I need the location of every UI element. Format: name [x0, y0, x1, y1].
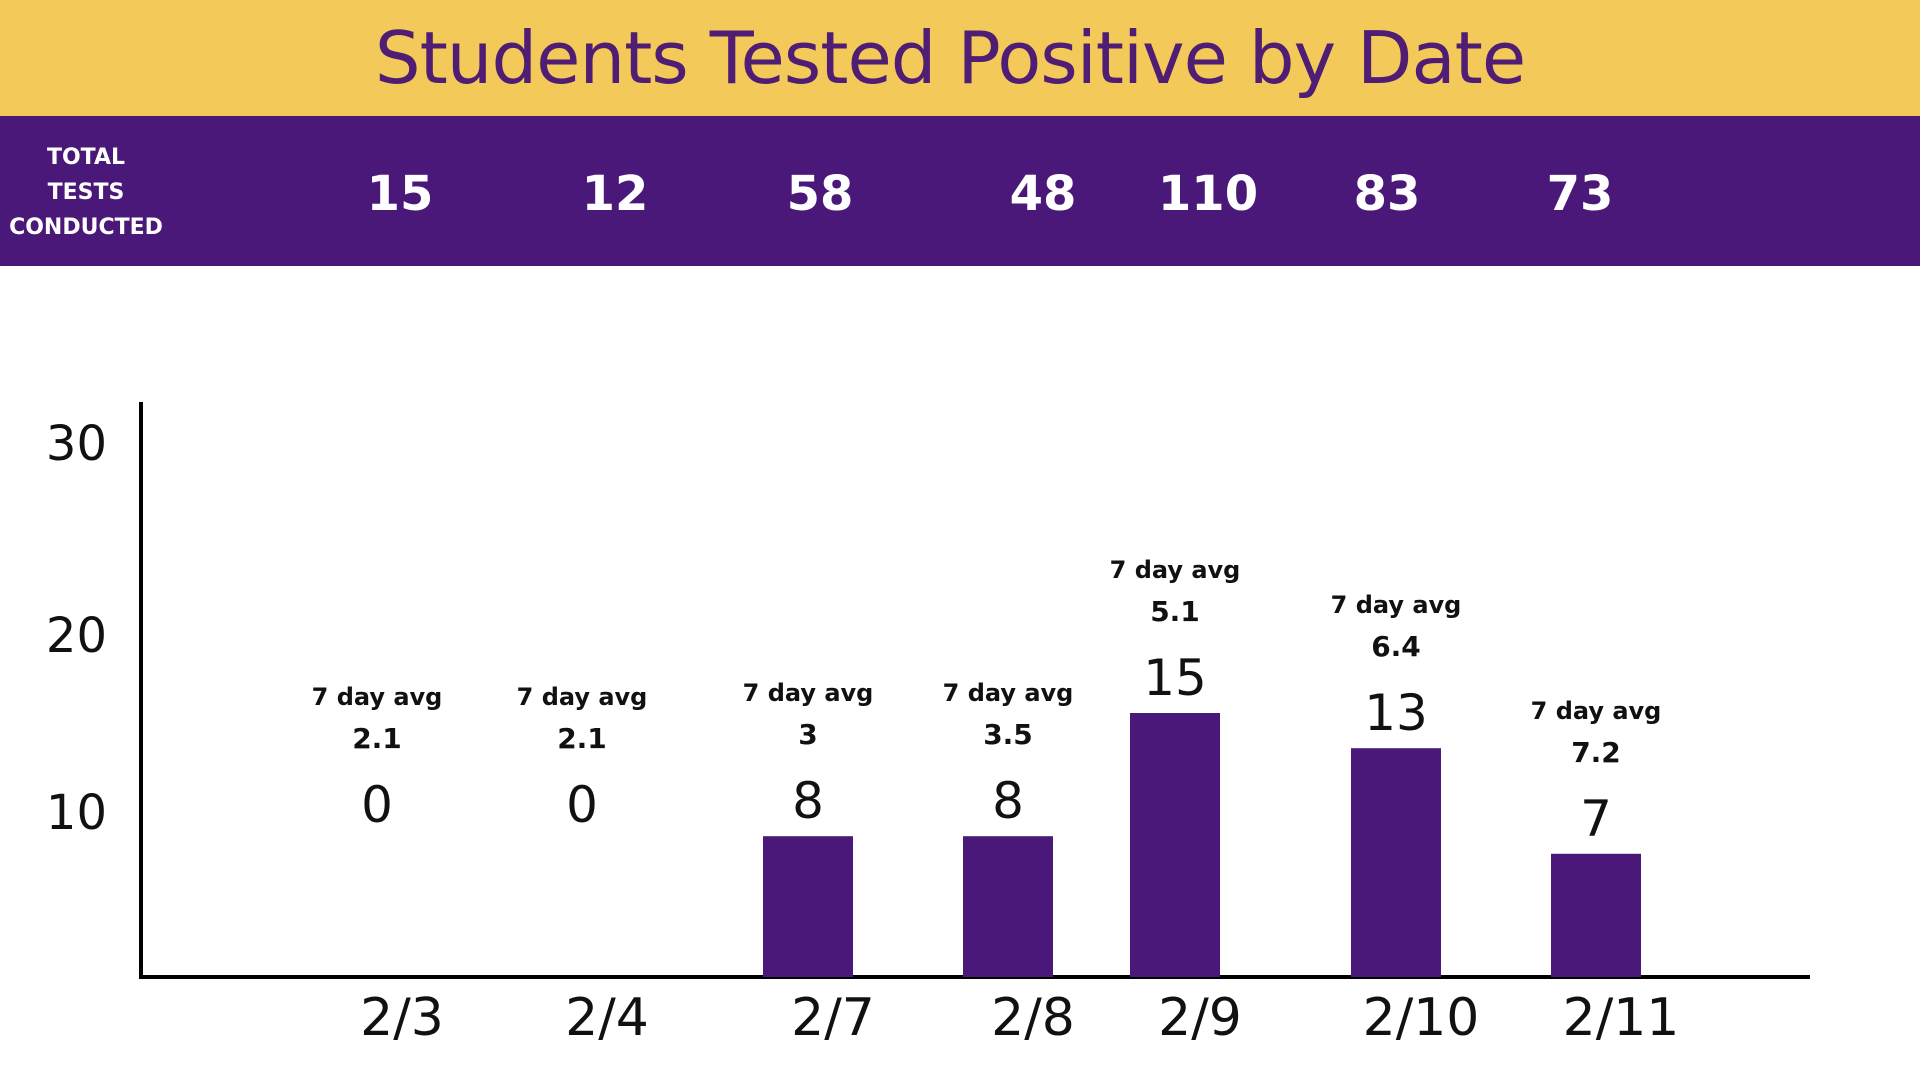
data-labels: 0 7 day avg 2.1 2/3 0 7 day avg 2.1 2/4 8 7 day a… [312, 556, 1680, 1048]
avg-caption: 7 day avg [312, 683, 443, 711]
y-tick-label: 30 [46, 416, 107, 472]
value-label: 0 [566, 776, 598, 834]
value-label: 15 [1143, 649, 1207, 707]
x-tick-label: 2/10 [1363, 988, 1480, 1048]
y-tick-label: 10 [46, 785, 107, 841]
x-tick-label: 2/7 [791, 988, 875, 1048]
avg-caption: 7 day avg [1331, 591, 1462, 619]
x-tick-label: 2/3 [360, 988, 444, 1048]
bar-2-7 [763, 836, 853, 977]
tests-label-line: TOTAL [46, 145, 126, 170]
value-label: 8 [792, 772, 824, 830]
value-label: 13 [1364, 684, 1428, 742]
tests-count-2-11: 73 [1546, 166, 1614, 222]
tests-count-2-9: 110 [1157, 166, 1259, 222]
tests-count-2-10: 83 [1353, 166, 1421, 222]
bar-2-9 [1130, 713, 1220, 977]
bar-2-11 [1551, 853, 1641, 977]
tests-conducted-band [0, 116, 1920, 266]
bar-2-8 [963, 836, 1053, 977]
value-label: 8 [992, 772, 1024, 830]
chart-title: Students Tested Positive by Date [374, 16, 1526, 100]
avg-value: 5.1 [1150, 595, 1200, 628]
tests-count-2-3: 15 [366, 166, 434, 222]
avg-value: 3.5 [983, 718, 1033, 751]
bar-chart: 30 20 10 0 7 day avg 2.1 2/3 0 7 day avg 2.1 2/4 8… [46, 402, 1810, 1048]
avg-caption: 7 day avg [743, 679, 874, 707]
tests-label-line: CONDUCTED [9, 215, 163, 240]
bars [763, 713, 1641, 977]
x-tick-label: 2/4 [565, 988, 649, 1048]
tests-conducted-label: TOTAL TESTS CONDUCTED [0, 140, 172, 245]
avg-caption: 7 day avg [1110, 556, 1241, 584]
avg-value: 2.1 [352, 722, 402, 755]
y-tick-label: 20 [46, 608, 107, 664]
avg-caption: 7 day avg [1531, 697, 1662, 725]
tests-count-2-8: 48 [1009, 166, 1077, 222]
avg-value: 7.2 [1571, 736, 1621, 769]
title-banner [0, 0, 1920, 116]
avg-caption: 7 day avg [517, 683, 648, 711]
avg-caption: 7 day avg [943, 679, 1074, 707]
x-tick-label: 2/11 [1563, 988, 1680, 1048]
x-tick-label: 2/8 [991, 988, 1075, 1048]
value-label: 7 [1580, 790, 1612, 848]
tests-label-line: TESTS [47, 180, 125, 205]
avg-value: 6.4 [1371, 630, 1421, 663]
avg-value: 3 [798, 718, 817, 751]
bar-2-10 [1351, 748, 1441, 977]
avg-value: 2.1 [557, 722, 607, 755]
y-tick-labels: 30 20 10 [46, 416, 107, 841]
x-tick-label: 2/9 [1158, 988, 1242, 1048]
value-label: 0 [361, 776, 393, 834]
tests-count-2-4: 12 [581, 166, 649, 222]
tests-count-2-7: 58 [786, 166, 854, 222]
